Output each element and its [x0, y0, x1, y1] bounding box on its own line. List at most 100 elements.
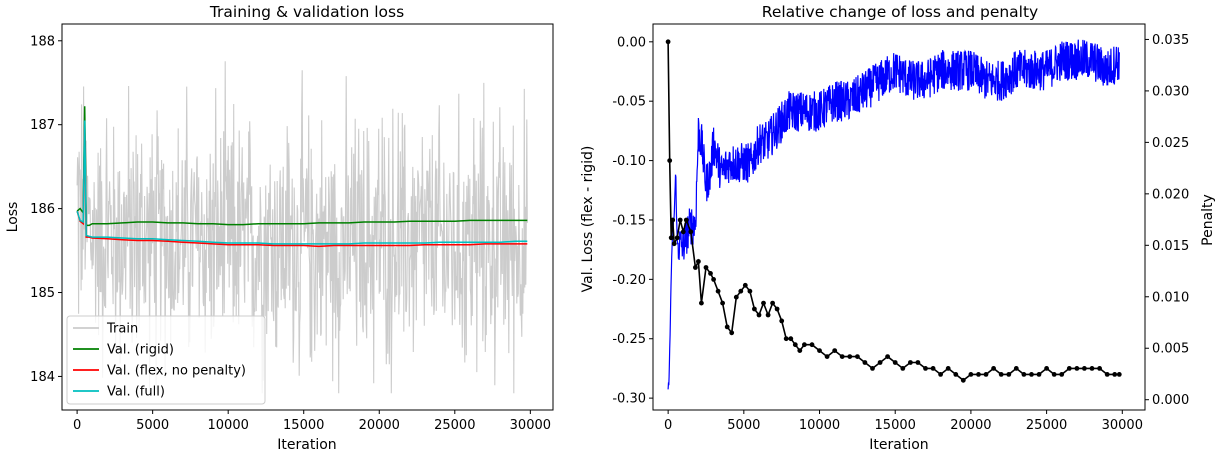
chart-left-plot-area	[61, 23, 554, 411]
y-tick-label: -0.20	[612, 273, 646, 288]
series-point	[703, 265, 709, 270]
x-tick-label: 10000	[208, 418, 249, 433]
series-point	[908, 360, 913, 365]
legend-label: Val. (full)	[107, 385, 165, 400]
chart-left-ylabel: Loss	[5, 202, 21, 233]
series-point	[1112, 372, 1118, 377]
series-point	[774, 306, 780, 312]
series-point	[983, 372, 989, 377]
series-point	[671, 241, 677, 247]
y2-tick-label: 0.000	[1152, 393, 1189, 408]
series-point	[708, 271, 713, 276]
x-tick-label: 10000	[799, 418, 840, 433]
series-point	[1044, 366, 1049, 371]
x-tick-label: 5000	[727, 418, 760, 433]
series-point	[832, 348, 838, 353]
chart-left-legend: Train Val. (rigid) Val. (flex, no penalty)…	[66, 315, 266, 405]
series-point	[923, 366, 928, 371]
series-point	[752, 306, 757, 312]
series-point	[742, 282, 748, 288]
x-tick-label: 25000	[1026, 418, 1067, 433]
series-point	[824, 354, 830, 359]
y2-tick-label: 0.005	[1152, 342, 1189, 357]
x-tick-label: 15000	[283, 418, 324, 433]
chart-right-y2-ticks: 0.000 0.005 0.010 0.015 0.020 0.025 0.030 0.035	[1145, 33, 1189, 408]
series-point	[668, 235, 674, 241]
x-tick-label: 20000	[950, 418, 991, 433]
y2-tick-label: 0.015	[1152, 239, 1189, 254]
series-point	[968, 372, 974, 377]
series-point	[991, 366, 996, 371]
series-point	[779, 318, 785, 324]
series-point	[1021, 372, 1027, 377]
series-point	[1089, 366, 1095, 371]
y2-tick-label: 0.020	[1152, 187, 1189, 202]
series-point	[885, 354, 890, 359]
y-tick-label: -0.05	[612, 95, 646, 110]
series-line-train	[76, 61, 528, 394]
series-point	[696, 259, 701, 264]
series-point	[1006, 372, 1012, 377]
y-tick-label: 0.00	[617, 35, 646, 50]
series-point	[976, 372, 981, 377]
series-point	[945, 366, 951, 371]
series-point	[738, 288, 744, 294]
series-point	[688, 229, 694, 235]
legend-label: Val. (flex, no penalty)	[107, 364, 246, 379]
series-point	[877, 360, 883, 365]
x-tick-label: 30000	[510, 418, 551, 433]
y-tick-label: 185	[30, 286, 55, 301]
series-point	[953, 372, 959, 377]
series-point	[915, 360, 921, 365]
x-tick-label: 20000	[359, 418, 400, 433]
series-point	[1029, 372, 1034, 377]
series-point	[665, 39, 671, 45]
chart-left-xlabel: Iteration	[277, 437, 336, 453]
series-point	[1051, 372, 1057, 377]
series-point	[1013, 366, 1019, 371]
series-point	[699, 300, 704, 306]
chart-right-title: Relative change of loss and penalty	[762, 3, 1038, 21]
series-point	[938, 372, 943, 377]
chart-left-x-ticks: 0 5000 10000 15000 20000 25000 30000	[73, 410, 551, 433]
series-point	[839, 354, 845, 359]
series-point	[770, 300, 775, 306]
series-point	[783, 336, 789, 342]
series-point	[733, 294, 739, 300]
series-point	[747, 288, 753, 294]
series-point	[998, 372, 1004, 377]
series-point	[680, 229, 686, 235]
series-point	[724, 324, 730, 330]
chart-right-plot-area	[652, 23, 1146, 411]
chart-right-series-group	[665, 39, 1122, 390]
series-point	[711, 277, 716, 282]
series-point	[1097, 366, 1102, 371]
y-tick-label: 188	[30, 34, 55, 49]
x-tick-label: 15000	[875, 418, 916, 433]
y-tick-label: -0.30	[612, 392, 646, 407]
chart-left-title: Training & validation loss	[209, 3, 404, 21]
chart-left-series-group	[76, 61, 528, 394]
series-point	[720, 300, 725, 306]
series-line-2	[76, 124, 528, 248]
series-point	[1082, 366, 1087, 371]
series-point	[817, 348, 822, 353]
series-point	[756, 312, 762, 318]
series-point	[1059, 372, 1065, 377]
y2-tick-label: 0.030	[1152, 84, 1189, 99]
series-point	[900, 366, 906, 371]
series-point	[683, 217, 689, 223]
series-point	[788, 336, 794, 342]
y-tick-label: 187	[30, 118, 55, 133]
y2-tick-label: 0.025	[1152, 136, 1189, 151]
y2-tick-label: 0.010	[1152, 290, 1189, 305]
chart-right-ylabel-right: Penalty	[1200, 194, 1216, 246]
legend-label: Val. (rigid)	[107, 343, 174, 358]
x-tick-label: 0	[73, 418, 81, 433]
y-tick-label: 184	[30, 370, 55, 385]
chart-right-x-ticks: 0 5000 10000 15000 20000 25000 30000	[664, 410, 1143, 433]
series-point	[797, 348, 803, 353]
series-point	[667, 158, 673, 164]
x-tick-label: 30000	[1102, 418, 1143, 433]
